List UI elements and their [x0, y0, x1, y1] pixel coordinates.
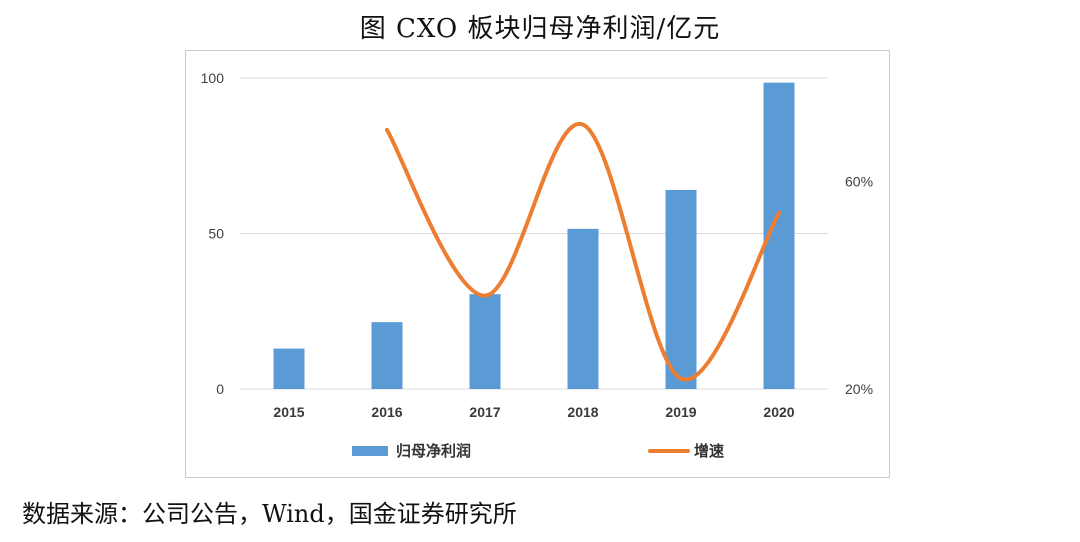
left-axis-tick-label: 0	[216, 381, 224, 397]
legend-swatch-bar	[352, 446, 388, 456]
legend-label-line: 增速	[694, 442, 724, 460]
growth-line	[385, 122, 781, 382]
left-axis-tick-label: 50	[208, 226, 224, 242]
chart-title: 图 CXO 板块归母净利润/亿元	[359, 14, 721, 44]
x-axis-tick-label: 2017	[469, 404, 500, 420]
right-axis-tick-label: 60%	[845, 174, 873, 190]
bar	[273, 348, 305, 389]
right-axis-tick-label: 20%	[845, 381, 873, 397]
left-axis-tick-label: 100	[201, 70, 225, 86]
bar	[469, 294, 501, 389]
bar	[567, 228, 599, 389]
x-axis-tick-label: 2015	[273, 404, 304, 420]
legend-label-bar: 归母净利润	[396, 442, 471, 460]
source-note: 数据来源：公司公告，Wind，国金证券研究所	[22, 500, 517, 528]
bar	[371, 322, 403, 389]
x-axis-tick-label: 2018	[567, 404, 598, 420]
x-axis-tick-label: 2020	[763, 404, 794, 420]
bar	[665, 189, 697, 389]
x-axis-tick-label: 2016	[371, 404, 402, 420]
x-axis-tick-label: 2019	[665, 404, 696, 420]
chart-frame	[185, 50, 890, 478]
